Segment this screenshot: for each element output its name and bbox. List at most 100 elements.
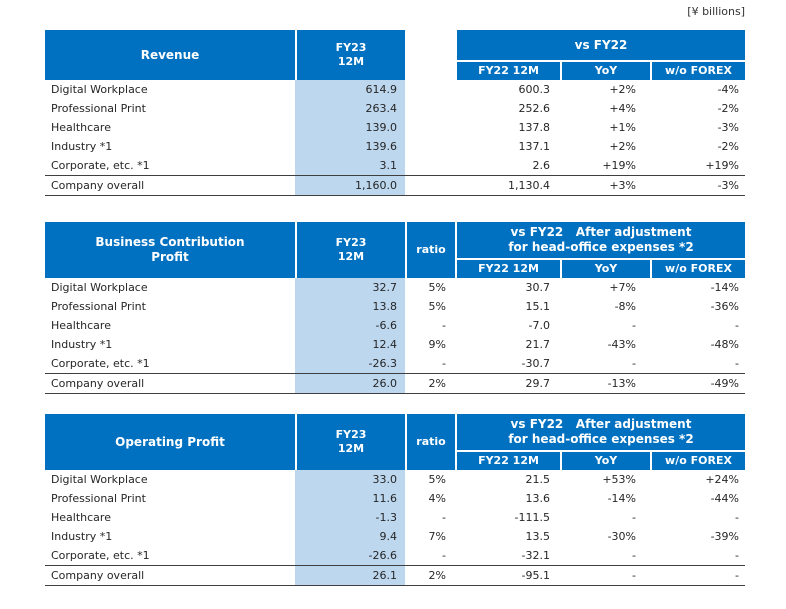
forex-value: -44% <box>710 492 739 505</box>
fy23-value: -26.3 <box>295 354 405 373</box>
table-row: Healthcare -6.6 - -7.0 - - <box>45 316 745 335</box>
fy23-value: -6.6 <box>295 316 405 335</box>
table-row: Digital Workplace 614.9 600.3 +2% -4% <box>45 80 745 99</box>
forex-value: -48% <box>710 338 739 351</box>
ratio-value <box>405 137 455 156</box>
segment-label: Company overall <box>51 377 145 390</box>
fy23-column-header: FY23 12M <box>295 414 405 470</box>
table-title-line1: Business Contribution <box>95 235 245 249</box>
fy22-value: 21.7 <box>525 338 551 351</box>
ratio-value: - <box>442 511 446 524</box>
fy22-value: 2.6 <box>532 159 551 172</box>
table-title-line2: Profit <box>151 250 189 264</box>
segment-label: Corporate, etc. *1 <box>51 159 150 172</box>
segment-label: Corporate, etc. *1 <box>51 549 150 562</box>
table-row: Industry *1 9.4 7% 13.5 -30% -39% <box>45 527 745 546</box>
yoy-value: +3% <box>609 179 636 192</box>
yoy-value: -13% <box>607 377 636 390</box>
yoy-value: - <box>632 549 636 562</box>
units-label: [¥ billions] <box>687 5 745 18</box>
fy23-value: 12.4 <box>295 335 405 354</box>
table-row: Professional Print 13.8 5% 15.1 -8% -36% <box>45 297 745 316</box>
fy23-value: -26.6 <box>295 546 405 565</box>
yoy-value: - <box>632 357 636 370</box>
fy23-value: 33.0 <box>295 470 405 489</box>
fy22-value: 13.5 <box>525 530 551 543</box>
table-row: Industry *1 12.4 9% 21.7 -43% -48% <box>45 335 745 354</box>
ratio-column-header: ratio <box>405 414 455 470</box>
yoy-value: - <box>632 319 636 332</box>
table-row: Corporate, etc. *1 -26.6 - -32.1 - - <box>45 546 745 565</box>
yoy-column-header: YoY <box>560 258 650 278</box>
yoy-value: +4% <box>609 102 636 115</box>
segment-label: Healthcare <box>51 121 111 134</box>
yoy-value: +53% <box>602 473 636 486</box>
fy23-header-line1: FY23 <box>335 236 367 250</box>
table-title-line1: Revenue <box>140 47 200 62</box>
ratio-value <box>405 156 455 175</box>
yoy-column-header: YoY <box>560 450 650 470</box>
forex-value: -2% <box>717 102 739 115</box>
fy23-column-header: FY23 12M <box>295 30 405 80</box>
fy22-value: 13.6 <box>525 492 551 505</box>
segment-label: Professional Print <box>51 102 146 115</box>
fy23-value: 26.0 <box>295 374 405 393</box>
yoy-value: - <box>632 569 636 582</box>
fy23-value: 3.1 <box>295 156 405 175</box>
table-row: Healthcare 139.0 137.8 +1% -3% <box>45 118 745 137</box>
ratio-value <box>405 80 455 99</box>
vs-fy22-header: vs FY22 After adjustment for head-office… <box>455 414 745 450</box>
ratio-value: 9% <box>428 338 446 351</box>
wo-forex-column-header: w/o FOREX <box>650 450 745 470</box>
company-overall-row: Company overall 1,160.0 1,130.4 +3% -3% <box>45 175 745 196</box>
segment-label: Industry *1 <box>51 140 113 153</box>
segment-label: Digital Workplace <box>51 281 148 294</box>
segment-label: Professional Print <box>51 300 146 313</box>
fy23-header-line1: FY23 <box>335 41 367 55</box>
ratio-value <box>405 176 455 195</box>
fy23-header-line1: FY23 <box>335 428 367 442</box>
fy22-value: 21.5 <box>525 473 551 486</box>
vs-fy22-header: vs FY22 After adjustment for head-office… <box>455 222 745 258</box>
vs-fy22-header-line1: vs FY22 After adjustment <box>510 417 692 431</box>
table-row: Professional Print 11.6 4% 13.6 -14% -44… <box>45 489 745 508</box>
segment-label: Digital Workplace <box>51 83 148 96</box>
forex-value: -2% <box>717 140 739 153</box>
yoy-value: -8% <box>614 300 636 313</box>
operating-profit-table: Operating Profit FY23 12M ratio vs FY22 … <box>45 414 745 586</box>
forex-value: - <box>735 319 739 332</box>
ratio-column-header: ratio <box>405 222 455 278</box>
ratio-value: 7% <box>428 530 446 543</box>
vs-fy22-header-line2: for head-office expenses *2 <box>508 432 694 446</box>
ratio-value <box>405 99 455 118</box>
ratio-value: - <box>442 357 446 370</box>
forex-value: - <box>735 357 739 370</box>
wo-forex-column-header: w/o FOREX <box>650 258 745 278</box>
fy23-column-header: FY23 12M <box>295 222 405 278</box>
fy23-value: 9.4 <box>295 527 405 546</box>
table-title: Business Contribution Profit <box>45 222 295 278</box>
table-row: Professional Print 263.4 252.6 +4% -2% <box>45 99 745 118</box>
fy23-value: 13.8 <box>295 297 405 316</box>
segment-label: Industry *1 <box>51 530 113 543</box>
fy23-value: 614.9 <box>295 80 405 99</box>
segment-label: Digital Workplace <box>51 473 148 486</box>
fy23-header-line2: 12M <box>337 55 365 68</box>
ratio-value: 5% <box>428 281 446 294</box>
ratio-value: 2% <box>428 377 446 390</box>
fy23-value: -1.3 <box>295 508 405 527</box>
fy22-12m-column-header: FY22 12M <box>455 258 560 278</box>
table-title: Operating Profit <box>45 414 295 470</box>
operating-profit-table-header: Operating Profit FY23 12M ratio vs FY22 … <box>45 414 745 470</box>
forex-value: +19% <box>705 159 739 172</box>
header-spacer <box>405 30 455 80</box>
yoy-value: +1% <box>609 121 636 134</box>
company-overall-row: Company overall 26.1 2% -95.1 - - <box>45 565 745 586</box>
table-row: Corporate, etc. *1 -26.3 - -30.7 - - <box>45 354 745 373</box>
fy23-header-line2: 12M <box>337 250 365 263</box>
segment-label: Healthcare <box>51 319 111 332</box>
table-row: Digital Workplace 32.7 5% 30.7 +7% -14% <box>45 278 745 297</box>
table-row: Industry *1 139.6 137.1 +2% -2% <box>45 137 745 156</box>
fy22-value: 1,130.4 <box>508 179 550 192</box>
